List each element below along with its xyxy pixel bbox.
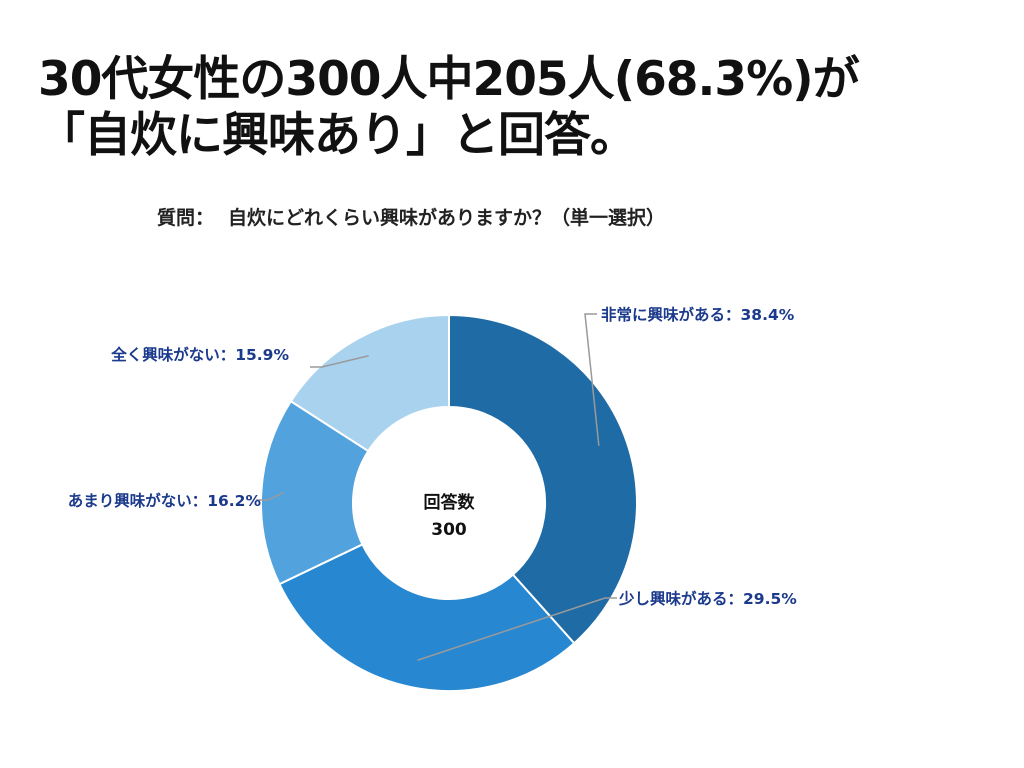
- leader-line-2: [417, 597, 617, 661]
- leader-line-3: [256, 491, 284, 501]
- slice-label-2: 少し興味がある：29.5%: [618, 589, 797, 608]
- slice-2: [278, 543, 576, 692]
- headline-line-1: 30代女性の300人中205人(68.3%)が: [38, 52, 860, 107]
- slice-1: [448, 313, 638, 645]
- leader-lines: [256, 313, 617, 661]
- headline-line-2: 「自炊に興味あり」と回答。: [38, 108, 637, 163]
- leader-line-4: [310, 355, 369, 368]
- donut-slices: [260, 313, 638, 692]
- slice-3: [260, 399, 370, 586]
- slice-label-4: 全く興味がない：15.9%: [110, 345, 289, 364]
- headline: 30代女性の300人中205人(68.3%)が 「自炊に興味あり」と回答。: [38, 52, 860, 164]
- slice-label-3: あまり興味がない：16.2%: [68, 491, 262, 510]
- slice-4: [289, 313, 450, 453]
- question-label: 質問：: [157, 207, 215, 229]
- center-label: 回答数: [424, 492, 476, 513]
- slice-labels: 非常に興味がある：38.4% 少し興味がある：29.5% あまり興味がない：16.2…: [68, 305, 798, 608]
- slice-label-1: 非常に興味がある：38.4%: [601, 305, 795, 324]
- leader-line-1: [584, 313, 600, 446]
- question: 質問： 自炊にどれくらい興味がありますか？（単一選択）: [157, 204, 665, 232]
- question-text: 自炊にどれくらい興味がありますか？（単一選択）: [228, 207, 666, 229]
- center-value: 300: [431, 520, 467, 540]
